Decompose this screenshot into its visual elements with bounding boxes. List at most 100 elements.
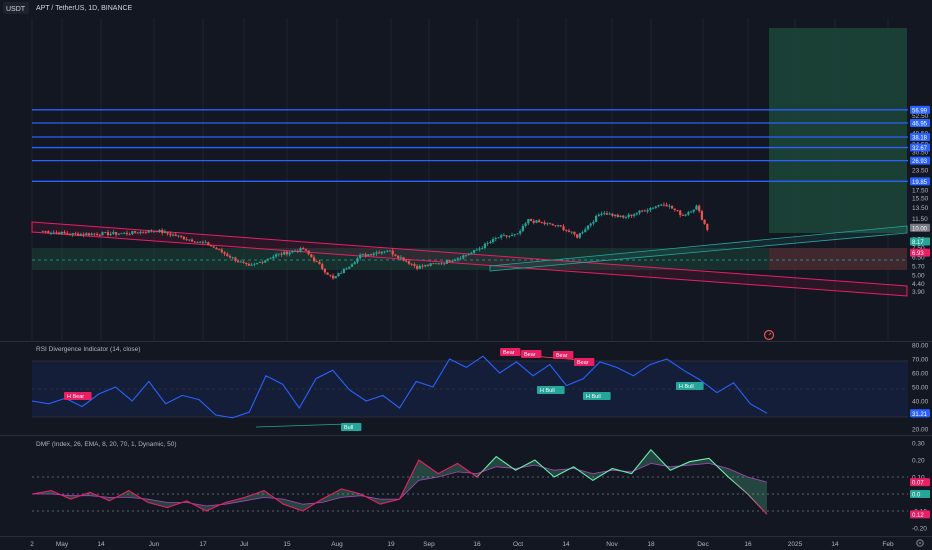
candle-body <box>285 251 289 255</box>
time-axis[interactable]: 2 May 14 Jun 17 Jul 15 Aug 19 Sep 16 Oct 14 Nov 18 Dec 1… <box>30 541 894 548</box>
candle-body <box>386 250 389 252</box>
dmf-pane[interactable] <box>0 436 908 536</box>
candle-body <box>611 213 614 216</box>
ascending-channel[interactable] <box>489 225 908 272</box>
candle-body <box>340 272 343 274</box>
candle-body <box>326 272 329 275</box>
candle-body <box>462 255 465 259</box>
candle-body <box>123 232 126 234</box>
level-tag-label: 6.93 <box>912 251 924 257</box>
dmf-axis[interactable]: 0.300.200.100.00-0.10-0.200.070.00.12 <box>910 441 930 533</box>
candle-body <box>557 225 560 227</box>
candle-body <box>521 225 524 232</box>
rsi-signals: H Bear Bull Bear Bear Bear Bear H Bull H Bull H … <box>64 348 704 431</box>
alert-clock-icon[interactable] <box>763 329 775 341</box>
candle-body <box>58 232 61 235</box>
current-price-label: 10.00 <box>912 226 928 232</box>
time-tick-label: Aug <box>331 541 343 548</box>
descending-channel[interactable] <box>31 221 908 297</box>
candle-body <box>231 257 234 259</box>
candle-body <box>481 247 484 249</box>
candle-body <box>510 234 514 236</box>
candle-body <box>171 234 175 236</box>
candle-body <box>589 223 592 226</box>
candle-body <box>416 265 419 269</box>
candle-body <box>394 254 397 256</box>
candle-body <box>315 261 318 263</box>
candle-body <box>367 254 370 256</box>
candle-body <box>559 225 562 227</box>
candle-body <box>413 264 416 266</box>
price-tick-label: 5.00 <box>912 272 925 279</box>
candle-body <box>546 223 549 225</box>
candle-body <box>258 262 261 263</box>
dmf-line[interactable] <box>31 448 768 515</box>
currency-label: USDT <box>6 6 26 13</box>
price-pane[interactable] <box>0 0 908 341</box>
candle-body <box>353 262 356 265</box>
price-tick-label: 30.50 <box>912 150 929 157</box>
candle-body <box>619 215 622 218</box>
time-tick-label: 15 <box>283 541 291 548</box>
candle-body <box>407 261 411 264</box>
candle-body <box>104 232 107 233</box>
rsi-signal-badge <box>521 350 542 358</box>
candle-body <box>218 249 221 251</box>
candle-body <box>253 263 256 265</box>
candle-body <box>350 264 354 267</box>
rsi-tick-label: 80.00 <box>912 343 929 350</box>
level-tag <box>910 132 930 141</box>
candle-body <box>435 263 438 265</box>
rsi-line[interactable] <box>31 355 768 419</box>
candle-body <box>567 230 571 232</box>
price-axis[interactable]: 52.5040.5034.5030.5023.5017.5015.5013.50… <box>910 105 930 296</box>
candle-body <box>551 223 554 226</box>
candle-body <box>654 206 657 208</box>
time-tick-label: 14 <box>562 541 570 548</box>
time-tick-label: Oct <box>513 541 523 548</box>
candle-body <box>77 233 80 236</box>
candle-body <box>215 247 218 250</box>
candle-body <box>527 219 530 224</box>
candle-body <box>44 231 47 233</box>
dmf-tick-label: 0.30 <box>912 441 925 448</box>
candle-body <box>307 250 310 255</box>
candle-body <box>199 241 202 243</box>
candle-body <box>700 211 703 220</box>
settings-gear-icon[interactable] <box>916 539 924 547</box>
candle-body <box>264 260 267 263</box>
time-tick-label: Dec <box>697 541 709 548</box>
candle-body <box>586 225 590 230</box>
candle-body <box>630 214 633 216</box>
resistance-levels <box>32 109 908 182</box>
currency-badge[interactable] <box>3 2 29 14</box>
candle-body <box>223 252 226 254</box>
price-tick-label: 7.50 <box>912 245 925 252</box>
candle-body <box>55 232 58 234</box>
candle-body <box>632 214 636 216</box>
candle-body <box>239 261 242 263</box>
candle-body <box>643 210 647 212</box>
candle-body <box>329 274 332 276</box>
candle-body <box>293 251 297 252</box>
candle-body <box>163 231 166 233</box>
price-tick-label: 15.50 <box>912 196 929 203</box>
price-tick-label: 13.50 <box>912 205 929 212</box>
candle-body <box>364 254 367 256</box>
candle-body <box>592 221 595 224</box>
candle-body <box>283 251 286 255</box>
rsi-signal-badge <box>574 358 595 366</box>
candle-body <box>87 233 91 236</box>
candle-body <box>128 233 131 235</box>
candle-body <box>101 232 104 236</box>
candle-body <box>247 264 251 266</box>
rsi-tick-label: 70.00 <box>912 357 929 364</box>
time-tick-label: May <box>56 541 69 548</box>
candle-body <box>348 266 351 269</box>
candle-body <box>388 250 392 252</box>
candle-body <box>554 225 557 227</box>
candle-body <box>299 248 302 252</box>
candle-body <box>272 256 275 259</box>
